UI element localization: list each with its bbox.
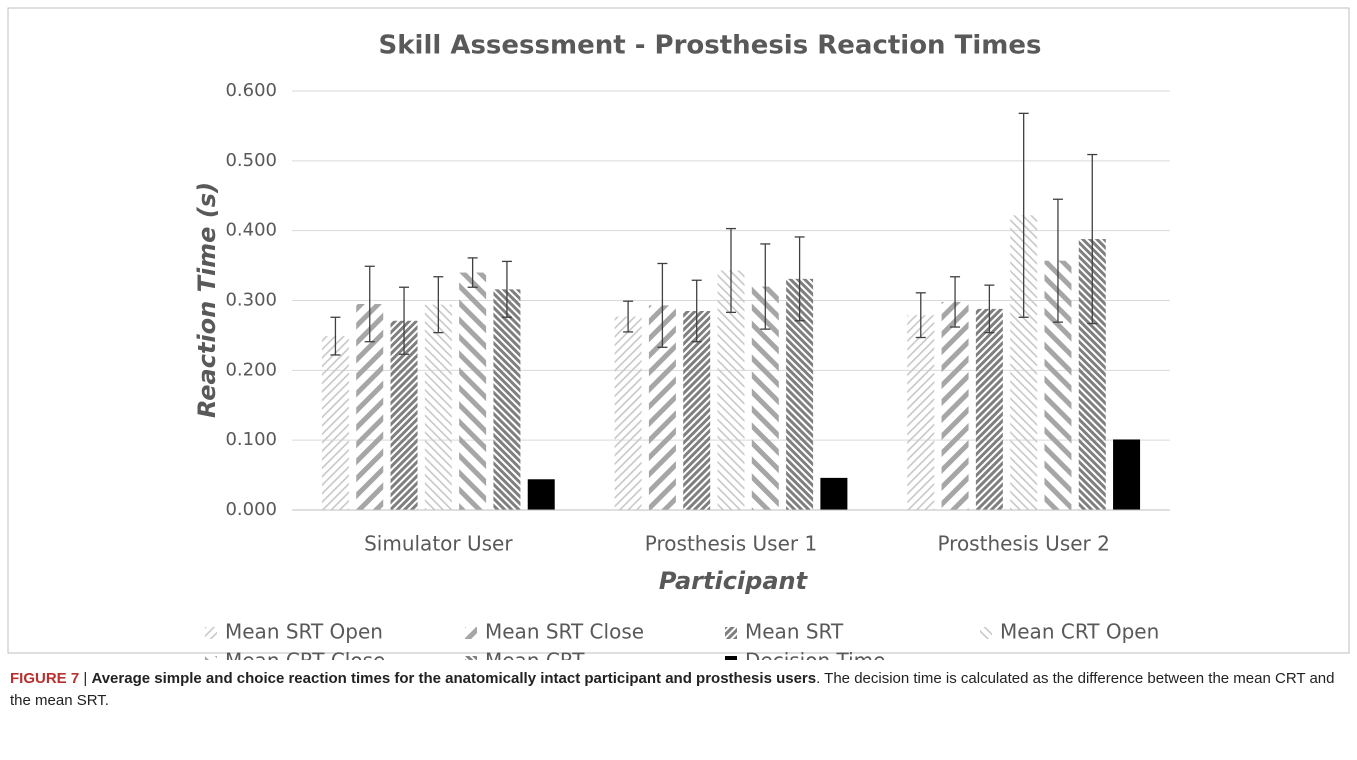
legend-label: Mean SRT (745, 620, 844, 644)
chart: Skill Assessment - Prosthesis Reaction T… (7, 7, 1350, 661)
x-tick-label: Prosthesis User 1 (645, 532, 817, 556)
error-bar (794, 236, 805, 322)
legend-label: Mean CRT Close (225, 649, 385, 661)
error-bar (1052, 198, 1063, 323)
caption-text: . The decision time is calculated as the… (10, 670, 1335, 709)
y-tick-label: 0.000 (225, 499, 277, 520)
error-bar (364, 265, 375, 343)
error-bar (433, 276, 444, 334)
bar (459, 272, 487, 510)
y-tick-label: 0.400 (225, 220, 277, 241)
error-bar (950, 276, 961, 328)
bar (907, 315, 935, 510)
error-bar (399, 286, 410, 355)
bar (1113, 439, 1141, 510)
error-bar (915, 292, 926, 339)
legend-swatch (205, 627, 217, 639)
caption-title: Average simple and choice reaction times… (91, 670, 817, 687)
chart-border (7, 7, 1350, 654)
bar (424, 304, 452, 510)
chart-title: Skill Assessment - Prosthesis Reaction T… (379, 31, 1042, 61)
error-bar (623, 300, 634, 333)
y-tick-label: 0.500 (225, 150, 277, 171)
error-bar (467, 257, 478, 288)
x-axis-label: Participant (659, 567, 809, 595)
error-bar (330, 316, 341, 356)
caption: FIGURE 7 | Average simple and choice rea… (10, 668, 1345, 712)
legend-label: Mean CRT Open (1000, 620, 1159, 644)
bar (614, 316, 642, 510)
bar (975, 308, 1003, 510)
y-tick-label: 0.300 (225, 290, 277, 311)
bar (321, 336, 349, 510)
legend-label: Decision Time (745, 649, 885, 661)
y-tick-label: 0.200 (225, 359, 277, 380)
x-tick-label: Simulator User (364, 532, 513, 556)
error-bar (1087, 153, 1098, 325)
y-tick-label: 0.100 (225, 429, 277, 450)
legend-label: Mean CRT (485, 649, 585, 661)
error-bar (691, 279, 702, 343)
bar (527, 479, 555, 510)
error-bar (657, 262, 668, 348)
error-bar (726, 227, 736, 314)
legend-swatch (205, 656, 217, 660)
legend-swatch (725, 656, 737, 660)
legend-label: Mean SRT Close (485, 620, 644, 644)
legend-swatch (465, 627, 477, 639)
x-tick-label: Prosthesis User 2 (937, 532, 1109, 556)
bar (820, 477, 848, 510)
error-bar (760, 243, 771, 330)
y-axis-label: Reaction Time (s) (193, 182, 221, 418)
legend-swatch (465, 656, 477, 660)
legend-label: Mean SRT Open (225, 620, 383, 644)
error-bar (984, 284, 995, 334)
legend-swatch (980, 627, 992, 639)
caption-separator: | (83, 670, 88, 687)
y-tick-label: 0.600 (225, 80, 277, 101)
bar (683, 310, 711, 510)
error-bar (1018, 112, 1029, 318)
bar (941, 301, 969, 510)
error-bar (501, 260, 512, 318)
bar (493, 289, 521, 510)
caption-label: FIGURE 7 (10, 670, 80, 687)
legend-swatch (725, 627, 737, 639)
